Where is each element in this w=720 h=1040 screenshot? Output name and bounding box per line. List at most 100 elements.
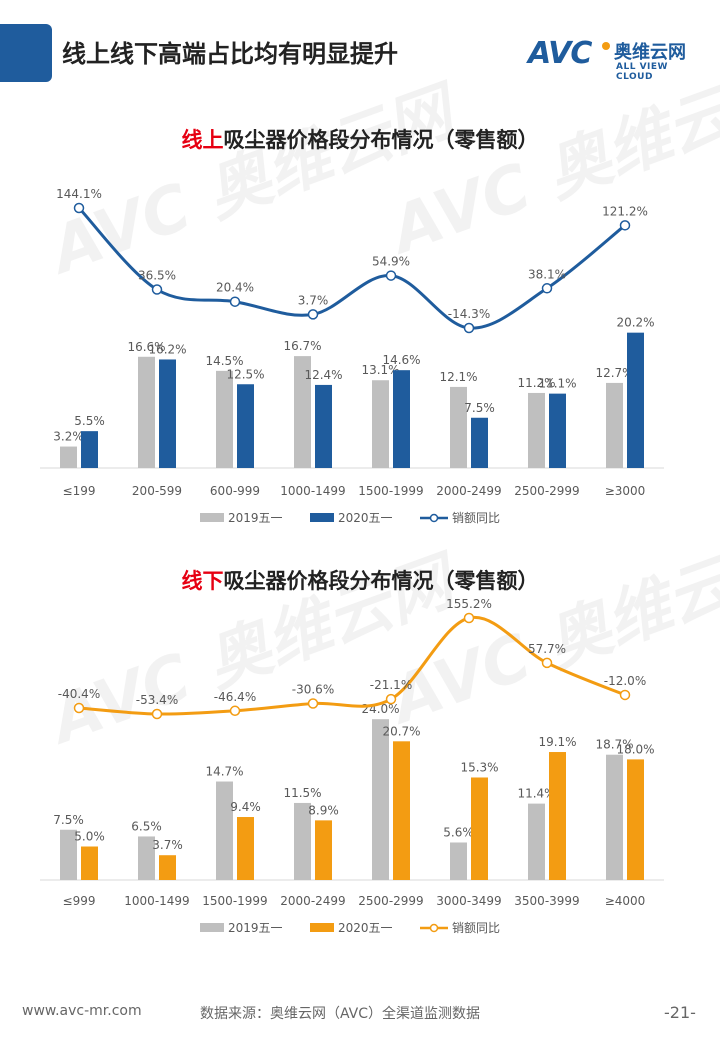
bar-2020	[627, 332, 644, 468]
bar-2020	[159, 359, 176, 468]
bar-value-label: 11.2%	[517, 376, 555, 390]
bar-2019	[372, 380, 389, 468]
bar-value-label: 20.2%	[616, 316, 654, 330]
yoy-value-label: -53.4%	[136, 693, 178, 707]
bar-value-label: 12.1%	[439, 370, 477, 384]
yoy-point	[385, 693, 397, 705]
legend-label-yoy: 销额同比	[452, 921, 500, 935]
legend-swatch-2020	[310, 513, 334, 522]
bar-value-label: 16.7%	[283, 339, 321, 353]
bar-value-label: 19.1%	[538, 735, 576, 749]
bar-2020	[393, 370, 410, 468]
yoy-point	[463, 322, 475, 334]
bar-value-label: 14.7%	[205, 765, 243, 779]
bar-value-label: 14.5%	[205, 354, 243, 368]
bar-2020	[471, 777, 488, 880]
bar-2019	[372, 719, 389, 880]
x-tick-label: 1000-1499	[280, 484, 345, 498]
bar-value-label: 6.5%	[131, 819, 162, 833]
yoy-point	[463, 612, 475, 624]
x-tick-label: 2000-2499	[436, 484, 501, 498]
x-tick-label: 2000-2499	[280, 894, 345, 908]
bar-value-label: 11.1%	[538, 377, 576, 391]
bar-value-label: 7.5%	[464, 401, 495, 415]
legend-swatch-2020	[310, 923, 334, 932]
yoy-value-label: -46.4%	[214, 690, 256, 704]
bar-2019	[450, 842, 467, 880]
yoy-value-label: -40.4%	[58, 687, 100, 701]
bar-2020	[393, 741, 410, 880]
bar-value-label: 16.6%	[127, 340, 165, 354]
online-title-rest: 吸尘器价格段分布情况（零售额）	[223, 128, 539, 152]
yoy-point	[229, 296, 241, 307]
x-tick-label: 1000-1499	[124, 894, 189, 908]
legend-label-2019: 2019五一	[228, 511, 283, 525]
x-tick-label: 1500-1999	[202, 894, 267, 908]
bar-value-label: 8.9%	[308, 803, 339, 817]
offline-title-rest: 吸尘器价格段分布情况（零售额）	[223, 569, 539, 593]
online-price-segment-chart: 3.2% 16.6% 14.5% 16.7% 13.1% 12.1% 11.2% 12.7% 5…	[40, 187, 664, 525]
yoy-value-label: 155.2%	[446, 597, 492, 611]
legend-marker-yoy	[429, 923, 439, 933]
logo-english-name: ALL VIEW CLOUD	[616, 62, 668, 82]
bar-2019	[294, 802, 311, 880]
footer-source: 数据来源：奥维云网（AVC）全渠道监测数据	[200, 1006, 481, 1022]
offline-chart-title: 线下吸尘器价格段分布情况（零售额）	[0, 565, 720, 595]
yoy-value-label: 38.1%	[528, 267, 566, 281]
x-tick-label: 3000-3499	[436, 894, 501, 908]
bar-2019	[216, 370, 233, 468]
bar-value-label: 11.5%	[283, 786, 321, 800]
offline-price-segment-chart: 7.5% 6.5%14.7%11.5%24.0%5.6%11.4%18.7%5.0…	[40, 597, 664, 935]
yoy-value-label: 36.5%	[138, 269, 176, 283]
bar-value-label: 18.0%	[616, 742, 654, 756]
bar-value-label: 12.5%	[226, 367, 264, 381]
x-tick-label: 1500-1999	[358, 484, 423, 498]
logo-dot-icon	[602, 42, 610, 50]
yoy-value-label: -30.6%	[292, 683, 334, 697]
bar-2019	[138, 836, 155, 880]
bar-value-label: 5.6%	[443, 825, 474, 839]
bar-value-label: 20.7%	[382, 724, 420, 738]
yoy-point	[73, 702, 85, 714]
bar-value-label: 15.3%	[460, 760, 498, 774]
offline-title-highlight: 线下	[181, 569, 224, 593]
bar-value-label: 7.5%	[53, 813, 84, 827]
bar-2020	[315, 820, 332, 880]
x-tick-label: ≥3000	[605, 484, 646, 498]
yoy-point	[151, 708, 163, 720]
yoy-point	[151, 284, 163, 295]
bar-value-label: 11.4%	[517, 787, 555, 801]
bar-2020	[471, 417, 488, 468]
yoy-point	[229, 705, 241, 717]
x-tick-label: ≥4000	[605, 894, 646, 908]
bar-2019	[60, 446, 77, 468]
yoy-value-label: -12.0%	[604, 674, 646, 688]
bar-value-label: 3.2%	[53, 430, 84, 444]
avc-logo: AVC 奥维云网 ALL VIEW CLOUD	[528, 36, 708, 82]
x-tick-label: 200-599	[132, 484, 182, 498]
yoy-point	[541, 283, 553, 294]
x-tick-label: 3500-3999	[514, 894, 579, 908]
bar-2019	[450, 386, 467, 468]
title-accent-bar	[0, 24, 52, 82]
yoy-point	[385, 270, 397, 281]
page-title: 线上线下高端占比均有明显提升	[62, 40, 398, 68]
yoy-value-label: 54.9%	[372, 255, 410, 269]
bar-2019	[60, 829, 77, 880]
x-tick-label: 600-999	[210, 484, 260, 498]
bar-value-label: 5.0%	[74, 830, 105, 844]
bar-value-label: 14.6%	[382, 353, 420, 367]
bar-2019	[606, 382, 623, 468]
yoy-point	[307, 698, 319, 709]
bar-value-label: 9.4%	[230, 800, 261, 814]
yoy-point	[619, 220, 631, 231]
bar-value-label: 12.4%	[304, 368, 342, 382]
online-chart-title: 线上吸尘器价格段分布情况（零售额）	[0, 124, 720, 154]
legend-swatch-2019	[200, 923, 224, 932]
bar-2020	[81, 431, 98, 468]
bar-value-label: 12.7%	[595, 366, 633, 380]
yoy-value-label: 3.7%	[298, 293, 329, 307]
bar-2020	[81, 846, 98, 880]
bar-2020	[549, 393, 566, 468]
logo-chinese-name: 奥维云网	[614, 42, 686, 63]
